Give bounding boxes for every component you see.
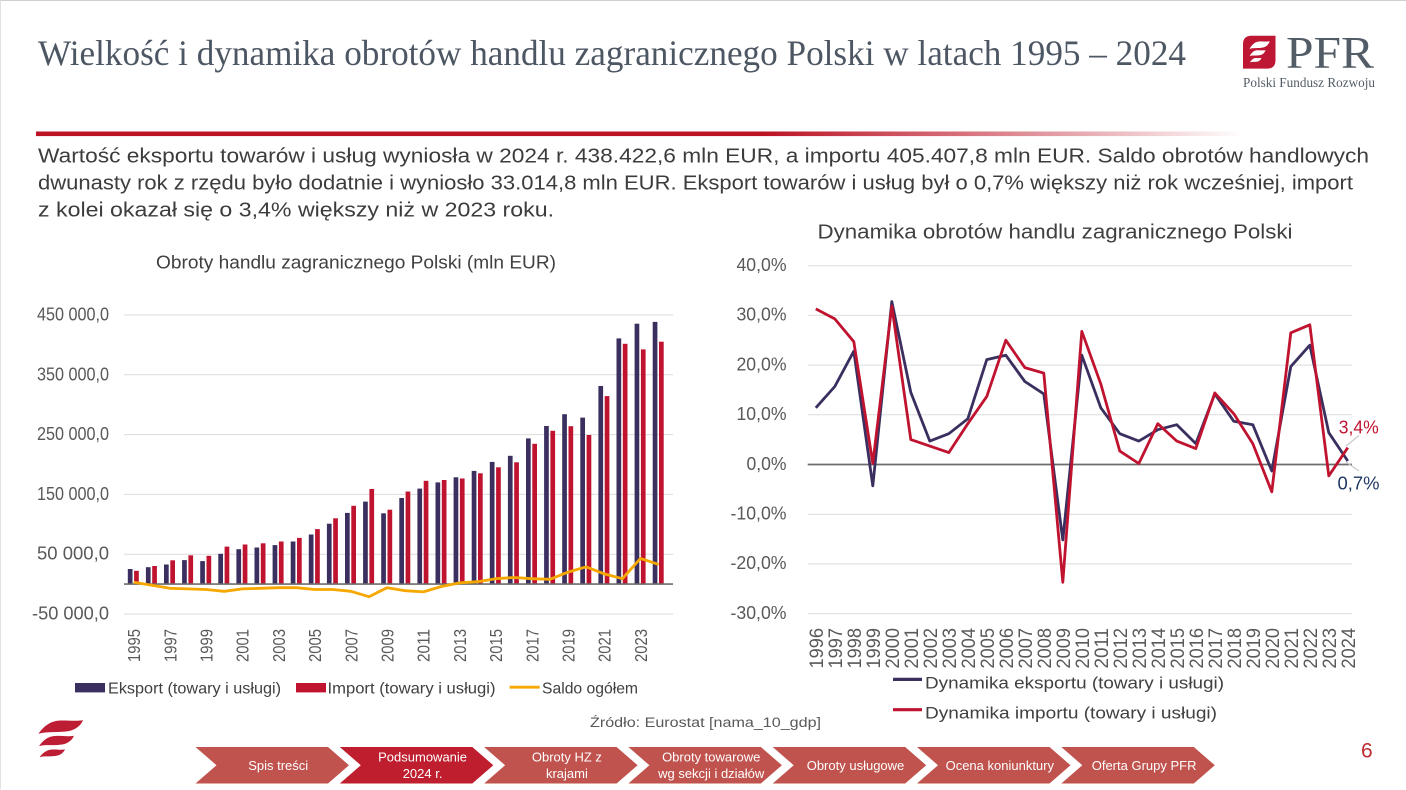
svg-text:2014: 2014 — [1149, 628, 1170, 669]
svg-text:Obroty handlu zagranicznego Po: Obroty handlu zagranicznego Polski (mln … — [156, 252, 556, 273]
svg-text:0,0%: 0,0% — [747, 454, 787, 474]
svg-text:Dynamika obrotów handlu zagran: Dynamika obrotów handlu zagranicznego Po… — [818, 221, 1293, 244]
svg-text:2019: 2019 — [559, 629, 579, 662]
svg-text:z kolei okazał się o 3,4% więk: z kolei okazał się o 3,4% większy niż w … — [38, 200, 554, 222]
svg-text:150 000,0: 150 000,0 — [37, 484, 109, 504]
svg-text:2007: 2007 — [1016, 628, 1037, 669]
svg-text:450 000,0: 450 000,0 — [37, 305, 109, 325]
svg-text:2020: 2020 — [1263, 628, 1284, 669]
svg-text:2024 r.: 2024 r. — [403, 766, 443, 781]
svg-text:2012: 2012 — [1111, 628, 1132, 669]
svg-text:2021: 2021 — [595, 629, 615, 662]
svg-text:1995: 1995 — [124, 629, 144, 662]
svg-text:2005: 2005 — [305, 629, 325, 662]
svg-text:2009: 2009 — [378, 629, 398, 662]
svg-text:0,7%: 0,7% — [1338, 474, 1380, 494]
svg-text:2003: 2003 — [940, 628, 961, 669]
svg-text:2016: 2016 — [1187, 628, 1208, 669]
svg-text:PFR: PFR — [1286, 27, 1374, 78]
svg-text:2009: 2009 — [1054, 628, 1075, 669]
svg-text:Dynamika importu (towary i usł: Dynamika importu (towary i usługi) — [925, 704, 1217, 723]
svg-text:2005: 2005 — [978, 628, 999, 669]
svg-text:Wartość eksportu towarów i usł: Wartość eksportu towarów i usług wyniosł… — [38, 146, 1369, 168]
svg-text:-10,0%: -10,0% — [731, 504, 787, 524]
svg-text:2000: 2000 — [883, 628, 904, 669]
svg-text:2015: 2015 — [1168, 628, 1189, 669]
svg-text:Wielkość i dynamika obrotów ha: Wielkość i dynamika obrotów handlu zagra… — [38, 33, 1186, 73]
svg-text:Źródło: Eurostat [nama_10_gdp]: Źródło: Eurostat [nama_10_gdp] — [590, 714, 821, 731]
svg-text:Podsumowanie: Podsumowanie — [378, 749, 467, 764]
svg-text:1999: 1999 — [197, 629, 217, 662]
svg-text:2022: 2022 — [1301, 628, 1322, 669]
svg-text:2003: 2003 — [269, 629, 289, 662]
svg-text:2008: 2008 — [1035, 628, 1056, 669]
svg-text:-30,0%: -30,0% — [731, 603, 787, 623]
svg-text:-50 000,0: -50 000,0 — [32, 604, 109, 624]
svg-text:krajami: krajami — [546, 766, 588, 781]
svg-text:Obroty towarowe: Obroty towarowe — [662, 749, 760, 764]
svg-text:2001: 2001 — [902, 628, 923, 669]
svg-text:2023: 2023 — [1320, 628, 1341, 669]
svg-text:2013: 2013 — [450, 629, 470, 662]
svg-text:2001: 2001 — [233, 629, 253, 662]
svg-text:Polski Fundusz Rozwoju: Polski Fundusz Rozwoju — [1243, 76, 1375, 91]
svg-text:Saldo ogółem: Saldo ogółem — [542, 680, 638, 697]
svg-text:2021: 2021 — [1282, 628, 1303, 669]
svg-text:1998: 1998 — [845, 628, 866, 669]
svg-text:350 000,0: 350 000,0 — [37, 364, 109, 384]
svg-text:2015: 2015 — [486, 629, 506, 662]
svg-text:Spis treści: Spis treści — [248, 758, 308, 773]
svg-text:250 000,0: 250 000,0 — [37, 424, 109, 444]
svg-text:Eksport (towary i usługi): Eksport (towary i usługi) — [108, 680, 281, 697]
svg-text:Oferta Grupy PFR: Oferta Grupy PFR — [1092, 758, 1197, 773]
svg-text:Ocena koniunktury: Ocena koniunktury — [946, 758, 1055, 773]
svg-text:Obroty usługowe: Obroty usługowe — [807, 758, 905, 773]
svg-text:2011: 2011 — [1092, 628, 1113, 669]
svg-text:10,0%: 10,0% — [737, 404, 787, 424]
svg-text:2011: 2011 — [414, 629, 434, 662]
svg-text:30,0%: 30,0% — [737, 305, 787, 325]
svg-text:1999: 1999 — [864, 628, 885, 669]
svg-text:1997: 1997 — [826, 628, 847, 669]
svg-text:2010: 2010 — [1073, 628, 1094, 669]
svg-text:2006: 2006 — [997, 628, 1018, 669]
svg-text:2017: 2017 — [1206, 628, 1227, 669]
svg-text:40,0%: 40,0% — [737, 255, 787, 275]
svg-text:-20,0%: -20,0% — [731, 553, 787, 573]
svg-text:20,0%: 20,0% — [737, 354, 787, 374]
svg-text:2024: 2024 — [1339, 628, 1360, 669]
svg-text:Obroty HZ z: Obroty HZ z — [532, 749, 602, 764]
svg-text:3,4%: 3,4% — [1339, 417, 1379, 437]
svg-text:1997: 1997 — [160, 629, 180, 662]
svg-text:2023: 2023 — [631, 629, 651, 662]
svg-text:Import (towary i usługi): Import (towary i usługi) — [328, 680, 496, 697]
svg-text:2019: 2019 — [1244, 628, 1265, 669]
svg-text:2007: 2007 — [341, 629, 361, 662]
svg-text:2017: 2017 — [522, 629, 542, 662]
svg-text:2013: 2013 — [1130, 628, 1151, 669]
svg-text:50 000,0: 50 000,0 — [37, 544, 109, 564]
svg-text:2004: 2004 — [959, 628, 980, 669]
svg-text:1996: 1996 — [807, 628, 828, 669]
svg-text:wg sekcji i działów: wg sekcji i działów — [657, 766, 765, 781]
svg-text:2002: 2002 — [921, 628, 942, 669]
svg-text:2018: 2018 — [1225, 628, 1246, 669]
svg-text:dwunasty rok z rzędu było doda: dwunasty rok z rzędu było dodatnie i wyn… — [38, 173, 1353, 195]
svg-text:6: 6 — [1361, 740, 1373, 763]
svg-text:Dynamika eksportu (towary i us: Dynamika eksportu (towary i usługi) — [925, 674, 1224, 693]
